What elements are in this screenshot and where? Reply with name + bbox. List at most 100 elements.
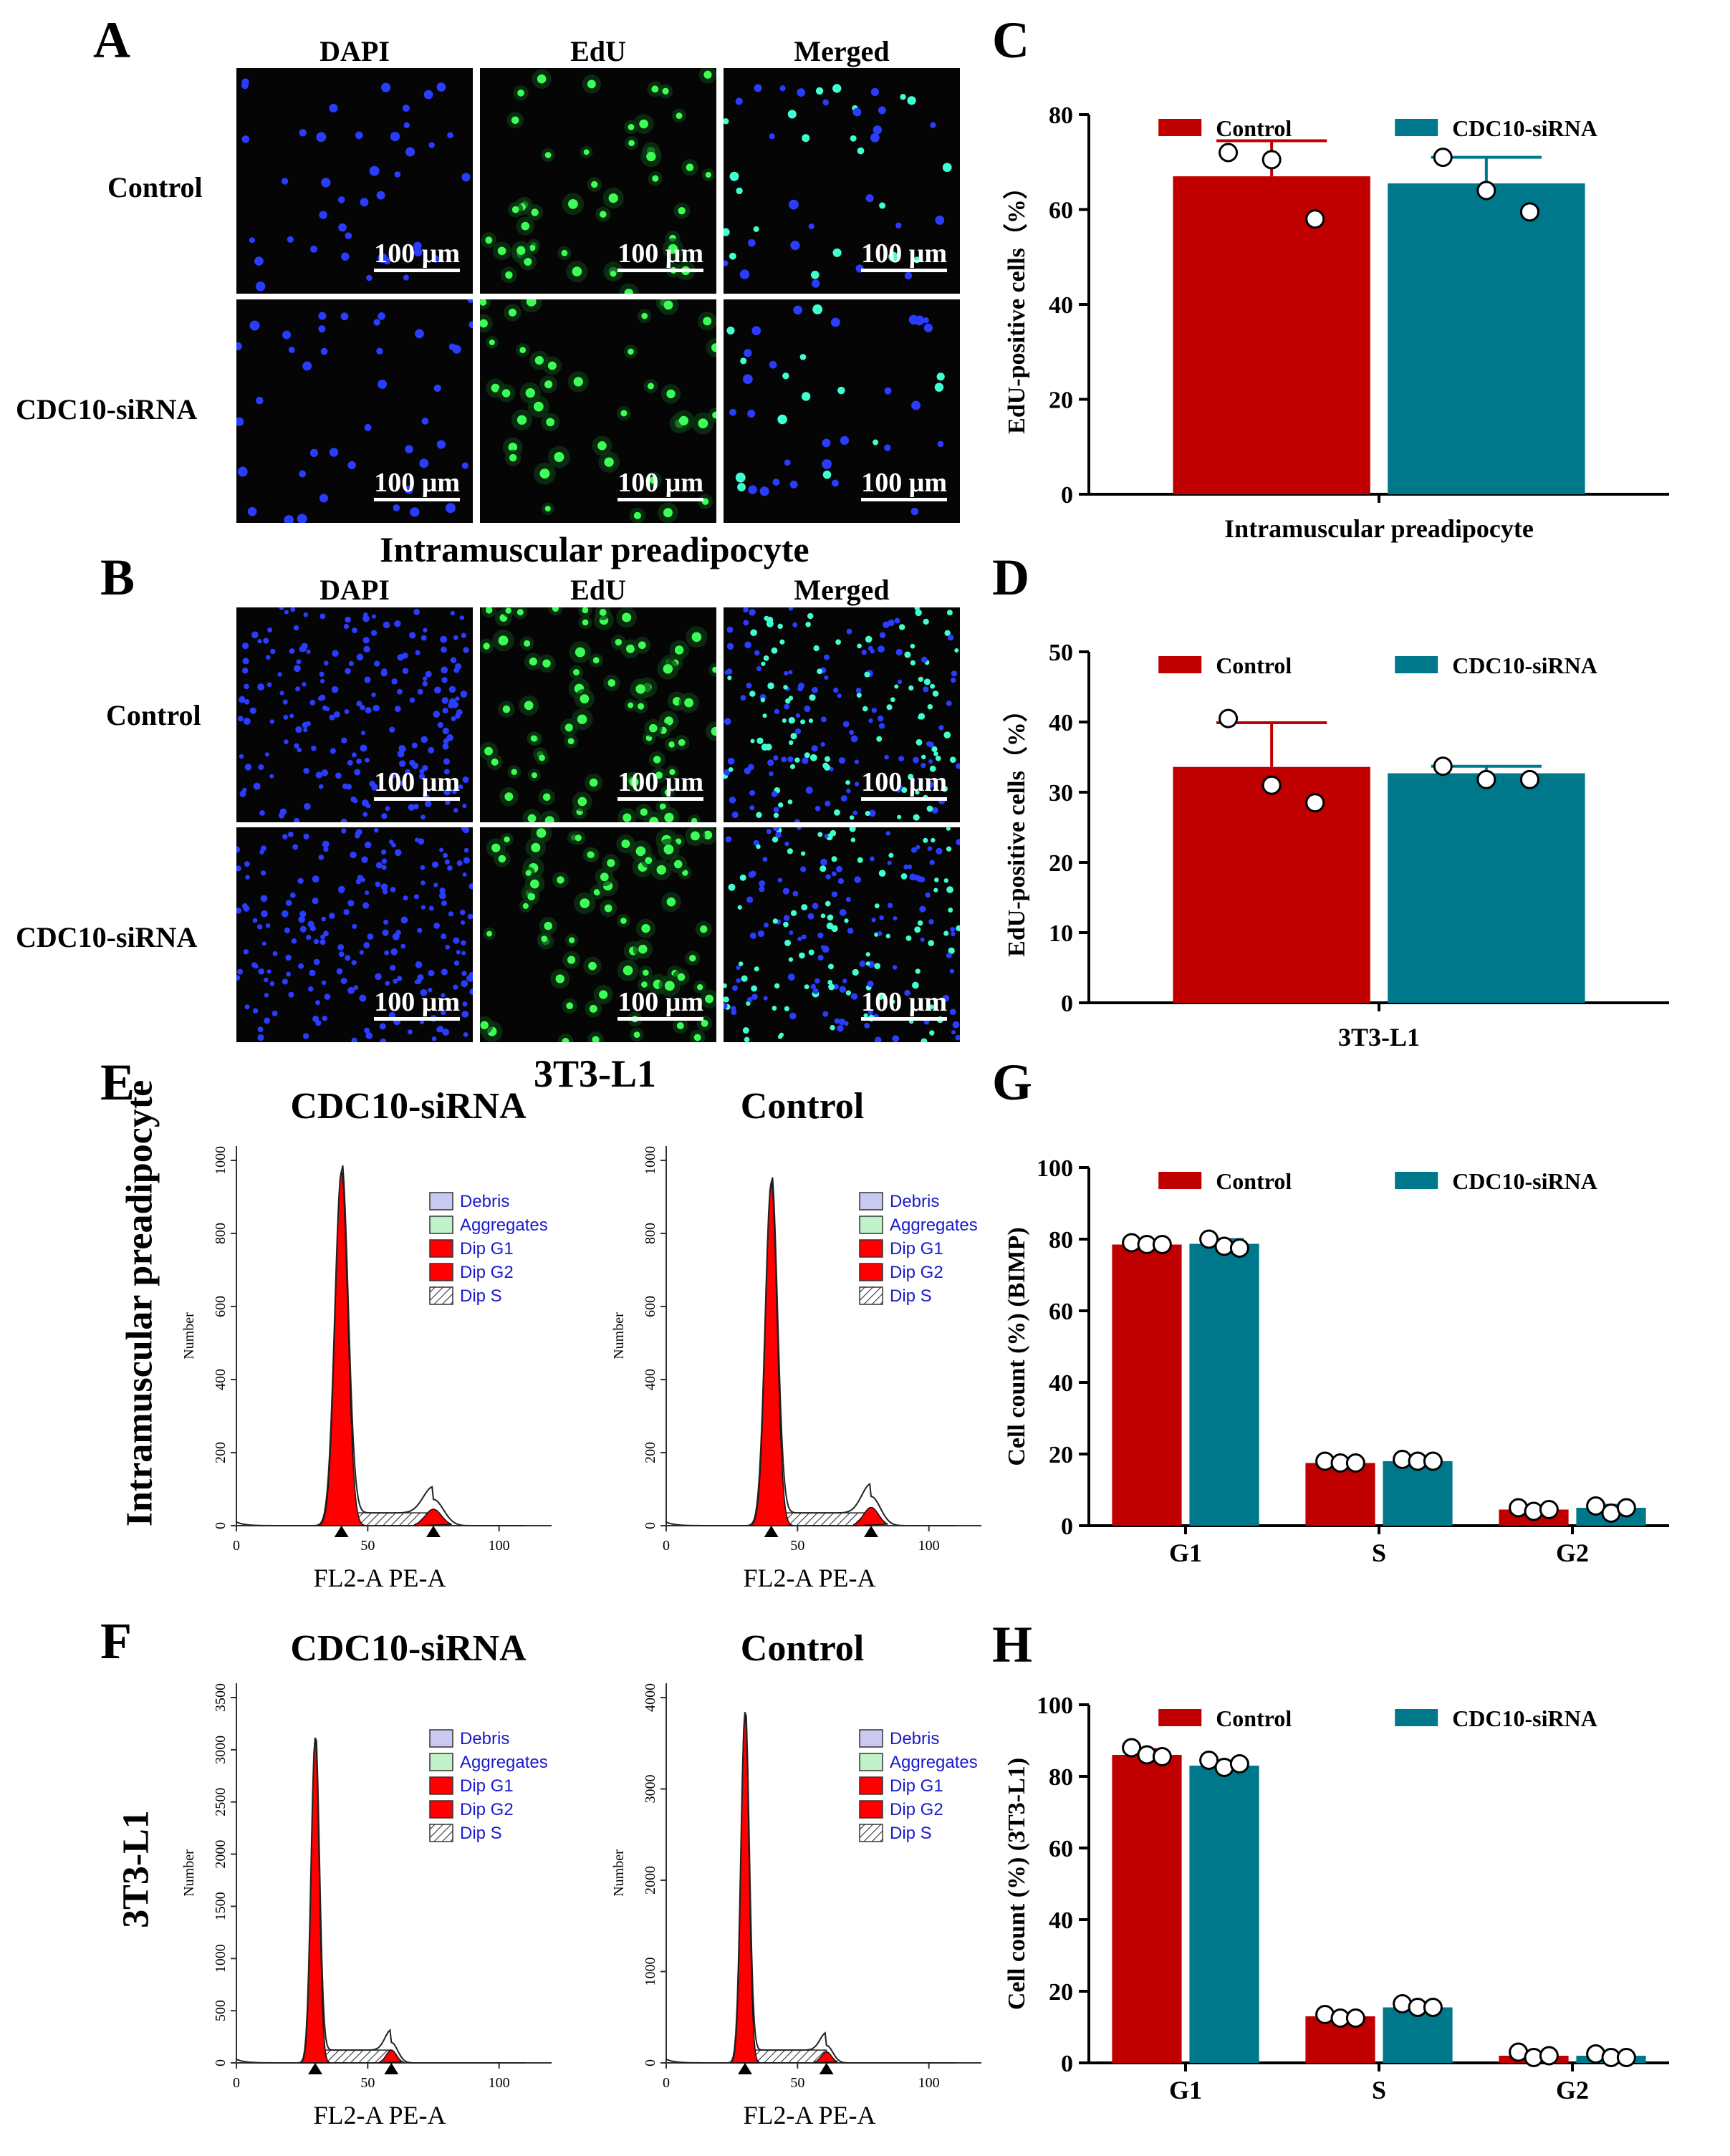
nucleus [318, 325, 326, 333]
merged-nucleus [777, 1034, 783, 1039]
merged-nucleus [756, 812, 762, 818]
edu-nucleus [582, 619, 589, 626]
nucleus [264, 993, 269, 998]
merged-nucleus [736, 187, 743, 195]
merged-nucleus [835, 639, 841, 645]
nucleus [461, 632, 466, 638]
edu-nucleus [552, 607, 559, 612]
nucleus [428, 905, 434, 911]
edu-nucleus [527, 814, 537, 822]
merged-nucleus [931, 746, 938, 753]
merged-nucleus [762, 857, 768, 862]
merged-nucleus [788, 717, 796, 724]
legend-swatch [859, 1729, 883, 1748]
nucleus [381, 813, 388, 819]
nucleus [345, 616, 351, 623]
merged-nucleus [910, 660, 916, 666]
nucleus [242, 658, 249, 665]
legend-label: CDC10-siRNA [1452, 115, 1597, 141]
x-tick-label: 50 [790, 1538, 804, 1554]
edu-nucleus [505, 607, 511, 614]
merged-nucleus [845, 780, 850, 785]
edu-nucleus [663, 664, 673, 674]
nucleus [342, 783, 348, 789]
merged-nucleus [813, 645, 820, 652]
data-point [1229, 1754, 1249, 1774]
nucleus [364, 676, 371, 683]
nucleus [371, 614, 376, 619]
nucleus [417, 973, 424, 981]
legend-swatch [429, 1216, 453, 1234]
merged-nucleus [748, 485, 757, 494]
nucleus [428, 970, 435, 977]
nucleus [324, 993, 331, 1000]
merged-nucleus [828, 963, 834, 970]
nucleus [241, 135, 250, 143]
merged-nucleus [751, 326, 761, 335]
nucleus [259, 810, 265, 816]
nucleus [306, 649, 311, 654]
merged-nucleus [825, 800, 831, 807]
merged-nucleus [828, 983, 835, 991]
merged-nucleus [726, 326, 735, 335]
nucleus [363, 942, 370, 949]
nucleus [443, 769, 450, 775]
merged-nucleus [910, 507, 919, 516]
bar [1189, 1243, 1259, 1526]
nucleus [463, 847, 469, 853]
merged-nucleus [746, 996, 753, 1003]
flow-e-left-title: CDC10-siRNA [290, 1086, 527, 1127]
nucleus [400, 916, 408, 924]
nucleus [389, 839, 394, 844]
nucleus [376, 191, 385, 200]
y-tick-label: 20 [1049, 388, 1073, 414]
merged-nucleus [916, 738, 923, 746]
nucleus [393, 504, 400, 511]
nucleus [452, 345, 461, 354]
merged-nucleus [935, 756, 941, 761]
section-title-3t3-l1: 3T3-L1 [534, 1052, 657, 1095]
nucleus [431, 861, 439, 868]
merged-nucleus [935, 216, 945, 225]
nucleus [382, 889, 388, 895]
row-label-control: Control [107, 171, 203, 203]
merged-nucleus [888, 251, 898, 262]
nucleus [269, 719, 275, 724]
nucleus [303, 612, 309, 617]
edu-nucleus [711, 343, 716, 352]
merged-nucleus [797, 936, 802, 941]
y-tick-label: 30 [1049, 780, 1073, 807]
nucleus [462, 827, 470, 834]
nucleus [433, 922, 441, 929]
nucleus [265, 923, 271, 928]
nucleus [305, 721, 311, 726]
merged-nucleus [833, 983, 840, 990]
nucleus [309, 969, 316, 976]
edu-nucleus [621, 839, 630, 849]
edu-nucleus [597, 441, 607, 451]
merged-nucleus [797, 827, 802, 830]
nucleus [433, 686, 441, 694]
nucleus [393, 978, 398, 984]
merged-nucleus [737, 483, 746, 492]
edu-nucleus [641, 312, 648, 319]
data-point [1433, 756, 1453, 776]
nucleus [333, 711, 340, 718]
nucleus [245, 875, 250, 880]
y-tick-label: 0 [1061, 991, 1073, 1017]
x-tick-label: 0 [663, 1538, 670, 1554]
nucleus [338, 223, 347, 232]
legend-swatch [1158, 1172, 1202, 1189]
merged-nucleus [951, 677, 956, 683]
nucleus [329, 448, 339, 457]
column-label-dapi: DAPI [319, 574, 390, 606]
nucleus [288, 991, 294, 998]
micro-a-control-dapi: 100 μm [236, 68, 473, 294]
x-tick-label: 50 [360, 1538, 375, 1554]
cytoplasm [618, 283, 639, 294]
merged-nucleus [726, 626, 734, 633]
merged-nucleus [801, 904, 808, 911]
merged-nucleus [820, 865, 827, 872]
merged-nucleus [769, 771, 774, 776]
scale-bar: 100 μm [374, 469, 460, 501]
